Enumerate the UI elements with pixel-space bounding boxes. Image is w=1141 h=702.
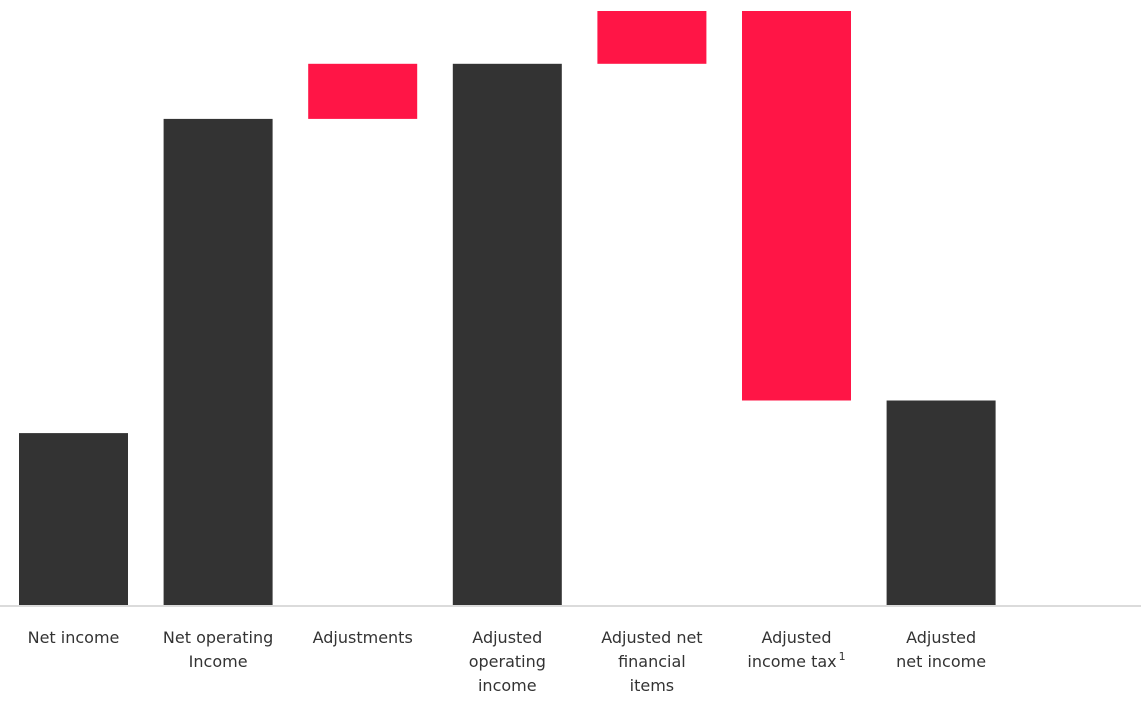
bars-layer	[19, 11, 996, 605]
x-tick-label: Net income	[28, 628, 120, 647]
bar-1-total	[19, 433, 128, 605]
bar-2-total	[164, 119, 273, 605]
bar-3-delta	[308, 64, 417, 119]
x-tick-label: Adjusted operating income	[469, 628, 546, 695]
x-tick-label: Adjusted net income	[896, 628, 986, 671]
bar-4-total	[453, 64, 562, 605]
x-tick-label: Adjusted net financial items	[601, 628, 702, 695]
x-tick-label: Net operating Income	[163, 628, 273, 671]
x-tick-label: Adjustments	[313, 628, 413, 647]
bar-5-delta	[597, 11, 706, 64]
bar-6-delta	[742, 11, 851, 401]
bar-7-total	[887, 401, 996, 606]
x-tick-labels: Net income Net operating Income Adjustments…	[28, 628, 986, 695]
x-tick-label: Adjusted income tax 1	[747, 628, 845, 671]
